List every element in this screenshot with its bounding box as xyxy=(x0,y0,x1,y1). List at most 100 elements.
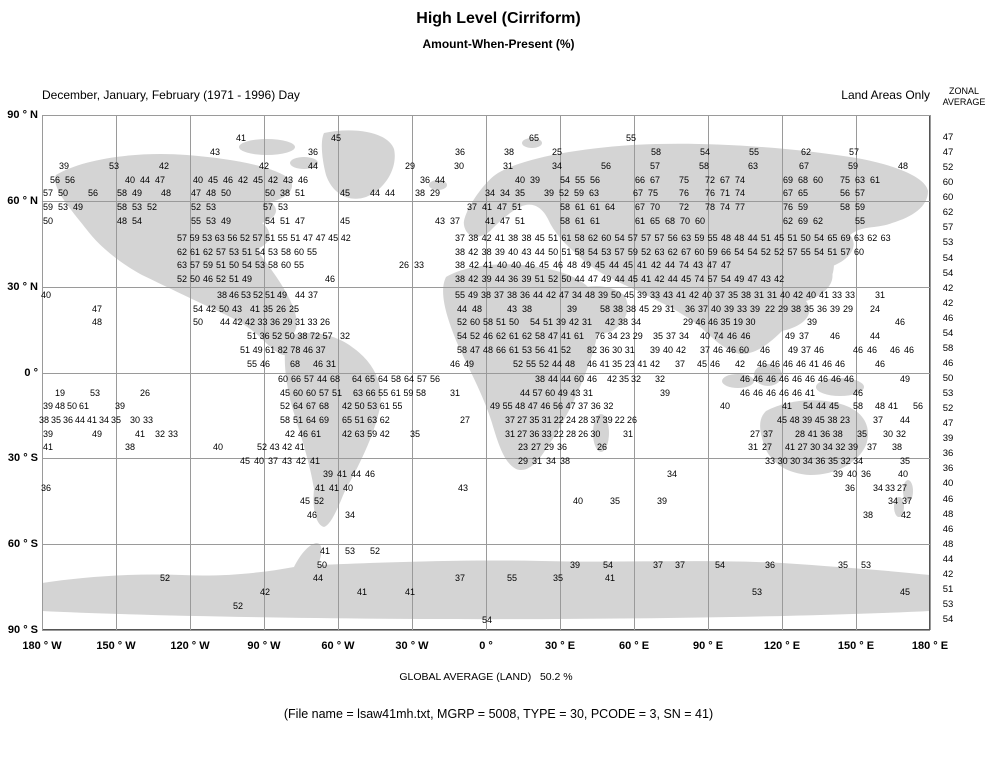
grid-value: 62 xyxy=(495,331,507,341)
grid-value: 39 xyxy=(602,415,613,425)
zonal-average-value: 53 xyxy=(942,598,954,610)
grid-value: 55 xyxy=(506,573,518,583)
grid-value: 58 xyxy=(852,401,864,411)
grid-value: 35 xyxy=(899,456,911,466)
continent-eurasia xyxy=(463,143,928,354)
zonal-average-value: 54 xyxy=(942,267,954,279)
grid-value: 57 xyxy=(614,247,625,257)
grid-value: 45 xyxy=(594,260,606,270)
grid-value: 35 xyxy=(552,573,564,583)
grid-value: 51 xyxy=(264,290,276,300)
grid-value: 67 xyxy=(632,188,644,198)
grid-value: 55 xyxy=(800,247,811,257)
grid-value: 67 xyxy=(681,247,692,257)
grid-value: 35 xyxy=(727,290,739,300)
grid-value: 76 xyxy=(594,331,606,341)
grid-value: 33 xyxy=(541,429,552,439)
grid-value: 40 xyxy=(508,247,519,257)
grid-value: 35 xyxy=(110,415,122,425)
island-new-guinea xyxy=(816,378,864,396)
grid-value: 54 xyxy=(814,233,825,243)
zonal-average-value: 44 xyxy=(942,553,954,565)
grid-value: 42 xyxy=(158,161,170,171)
grid-value: 82 xyxy=(277,345,288,355)
grid-value: 58 xyxy=(559,216,571,226)
grid-value: 49 xyxy=(463,359,475,369)
grid-value: 38 xyxy=(468,233,479,243)
grid-value: 46 xyxy=(752,388,764,398)
grid-value: 35 xyxy=(618,374,630,384)
grid-value: 45 xyxy=(339,216,351,226)
grid-value: 64 xyxy=(403,374,415,384)
grid-value: 46 xyxy=(778,374,790,384)
grid-value: 63 xyxy=(747,161,759,171)
grid-value: 40 xyxy=(496,260,508,270)
grid-value: 36 xyxy=(529,429,540,439)
grid-value: 35 xyxy=(856,429,868,439)
island-sumatra xyxy=(722,374,754,388)
grid-value: 46 xyxy=(297,175,309,185)
grid-value: 30 xyxy=(612,345,623,355)
grid-value: 56 xyxy=(227,233,238,243)
grid-value: 31 xyxy=(449,388,461,398)
grid-value: 39 xyxy=(521,274,532,284)
grid-value: 39 xyxy=(42,401,54,411)
grid-value: 41 xyxy=(494,233,505,243)
grid-value: 34 xyxy=(499,188,511,198)
grid-value: 30 xyxy=(453,161,465,171)
grid-value: 52 xyxy=(256,442,268,452)
grid-value: 34 xyxy=(887,496,899,506)
grid-value: 31 xyxy=(766,290,778,300)
lat-tick-label: 60 ° N xyxy=(7,194,38,207)
grid-value: 27 xyxy=(517,429,528,439)
grid-value: 67 xyxy=(634,202,646,212)
grid-value: 74 xyxy=(719,202,731,212)
grid-value: 31 xyxy=(622,429,634,439)
grid-value: 56 xyxy=(87,188,99,198)
grid-value: 46 xyxy=(202,274,214,284)
grid-value: 32 xyxy=(654,374,666,384)
grid-value: 53 xyxy=(601,247,612,257)
grid-value: 37 xyxy=(652,560,664,570)
grid-value: 54 xyxy=(481,615,493,625)
zonal-average-value: 40 xyxy=(942,478,954,490)
grid-value: 38 xyxy=(891,442,903,452)
grid-value: 31 xyxy=(325,359,337,369)
grid-value: 36 xyxy=(454,147,466,157)
grid-value: 63 xyxy=(854,175,866,185)
grid-value: 35 xyxy=(409,429,421,439)
grid-value: 33 xyxy=(142,415,154,425)
grid-value: 41 xyxy=(804,388,816,398)
grid-value: 29 xyxy=(543,442,555,452)
land-areas-only-label: Land Areas Only xyxy=(841,88,930,102)
grid-value: 55 xyxy=(378,388,389,398)
grid-value: 48 xyxy=(205,188,217,198)
grid-value: 44 xyxy=(664,260,676,270)
grid-value: 38 xyxy=(508,233,519,243)
grid-line-horizontal xyxy=(42,630,930,631)
grid-value: 58 xyxy=(280,247,292,257)
grid-value: 39 xyxy=(659,388,671,398)
grid-value: 46 xyxy=(782,359,794,369)
grid-value: 46 xyxy=(852,345,864,355)
grid-value: 30 xyxy=(590,429,601,439)
grid-value: 47 xyxy=(558,290,570,300)
grid-value: 47 xyxy=(527,401,538,411)
grid-value: 36 xyxy=(62,415,74,425)
zonal-average-value: 36 xyxy=(942,463,954,475)
grid-value: 60 xyxy=(280,260,292,270)
grid-value: 39 xyxy=(806,317,818,327)
island-arctic-1 xyxy=(239,139,295,155)
grid-value: 47 xyxy=(747,274,758,284)
grid-value: 50 xyxy=(548,247,559,257)
grid-value: 35 xyxy=(652,331,664,341)
grid-value: 34 xyxy=(571,290,583,300)
grid-value: 63 xyxy=(654,247,665,257)
grid-value: 75 xyxy=(678,175,690,185)
grid-value: 38 xyxy=(534,374,546,384)
grid-value: 36 xyxy=(519,290,531,300)
grid-value: 42 xyxy=(341,401,353,411)
grid-value: 46 xyxy=(552,260,564,270)
grid-value: 53 xyxy=(860,560,872,570)
